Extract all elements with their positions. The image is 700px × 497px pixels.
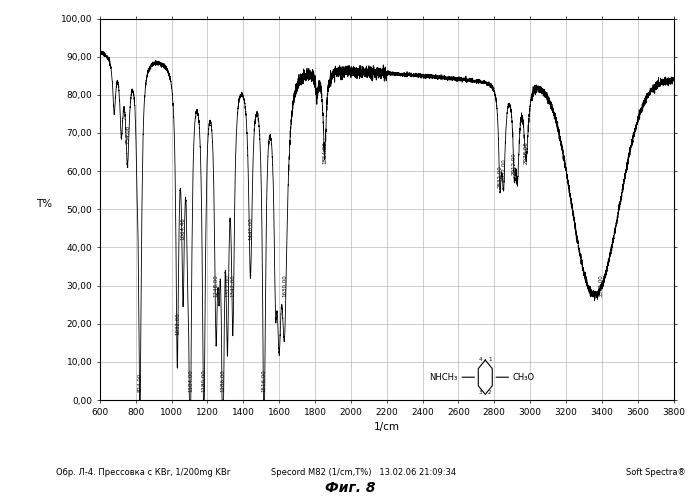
Text: 824,00: 824,00 bbox=[137, 373, 143, 393]
Text: 1248,00: 1248,00 bbox=[214, 274, 218, 297]
Text: Обр. Л-4. Прессовка с КВr, 1/200mg KBr: Обр. Л-4. Прессовка с КВr, 1/200mg KBr bbox=[56, 468, 230, 477]
Text: 2: 2 bbox=[488, 390, 491, 395]
Text: 1516,00: 1516,00 bbox=[262, 370, 267, 393]
Text: 754,00: 754,00 bbox=[125, 125, 130, 145]
Text: 2832,00: 2832,00 bbox=[498, 166, 503, 188]
Text: 1312,00: 1312,00 bbox=[225, 274, 230, 297]
Text: 1854,00: 1854,00 bbox=[322, 141, 327, 164]
Text: 4: 4 bbox=[479, 357, 482, 362]
Text: 1032,00: 1032,00 bbox=[175, 313, 180, 335]
Text: Specord M82 (1/cm,T%)   13.02.06 21:09:34: Specord M82 (1/cm,T%) 13.02.06 21:09:34 bbox=[272, 468, 456, 477]
Text: 1: 1 bbox=[488, 357, 491, 362]
Text: 2852,00: 2852,00 bbox=[501, 158, 506, 181]
Text: 1064,46: 1064,46 bbox=[181, 217, 186, 240]
Text: 3392,00: 3392,00 bbox=[598, 274, 603, 297]
Text: 3: 3 bbox=[479, 390, 482, 395]
Text: 1180,00: 1180,00 bbox=[202, 370, 206, 393]
X-axis label: 1/cm: 1/cm bbox=[374, 422, 400, 432]
Text: 1630,00: 1630,00 bbox=[282, 274, 287, 297]
Y-axis label: T%: T% bbox=[36, 199, 52, 209]
Text: CH₃O: CH₃O bbox=[512, 373, 534, 382]
Text: 1104,00: 1104,00 bbox=[188, 370, 193, 393]
Text: Фиг. 8: Фиг. 8 bbox=[325, 481, 375, 495]
Text: 1440,00: 1440,00 bbox=[248, 217, 253, 240]
Text: 2912,00: 2912,00 bbox=[512, 152, 517, 175]
Text: Soft Spectra®: Soft Spectra® bbox=[626, 468, 686, 477]
Text: NHCH₃: NHCH₃ bbox=[429, 373, 458, 382]
Text: 1286,00: 1286,00 bbox=[220, 370, 225, 393]
Text: 2978,00: 2978,00 bbox=[524, 141, 528, 164]
Text: 1342,00: 1342,00 bbox=[230, 274, 235, 297]
